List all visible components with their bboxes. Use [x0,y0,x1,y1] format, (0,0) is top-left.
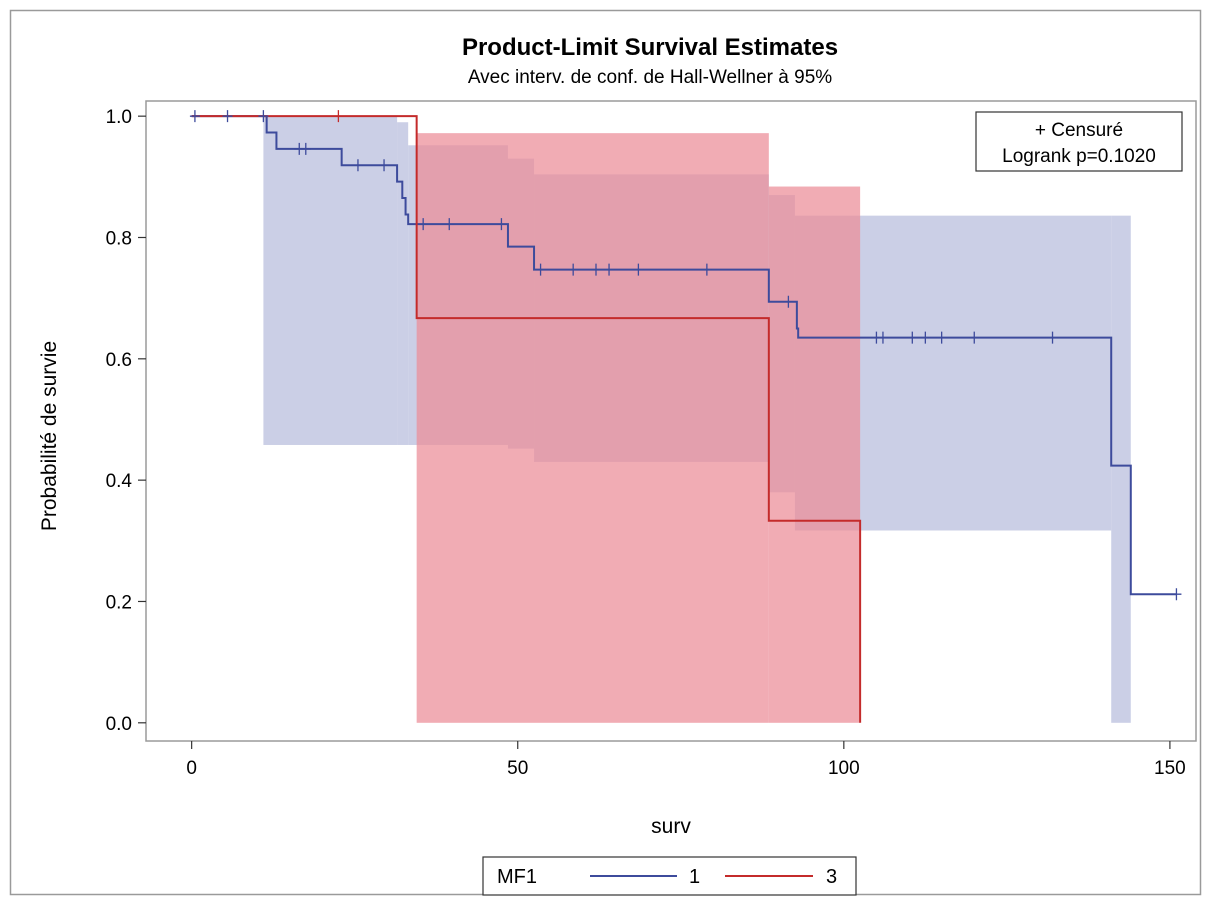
x-tick-label: 100 [828,758,860,779]
plot-area-border [145,100,1197,742]
legend-entry-3: 3 [826,866,837,888]
censor-mark-3-0 [333,110,344,123]
chart-subtitle: Avec interv. de conf. de Hall-Wellner à … [468,67,832,88]
x-tick-label: 50 [507,758,528,779]
inset-logrank: Logrank p=0.1020 [1002,146,1156,167]
survival-curve-3 [191,115,862,723]
censor-mark-1-21 [936,331,947,344]
censor-mark-1-8 [444,218,455,231]
censor-mark-1-1 [222,110,233,123]
confidence-band-1-0 [263,116,398,445]
censor-mark-1-16 [783,295,794,308]
confidence-band-1-2 [408,145,420,445]
censor-mark-1-14 [633,263,644,276]
censor-mark-1-22 [969,331,980,344]
y-tick-label: 0.2 [106,592,132,613]
y-tick-label: 0.8 [106,228,132,249]
censor-marks [189,110,1182,601]
censor-mark-1-10 [535,263,546,276]
censor-mark-1-23 [1047,331,1058,344]
legend: MF1 1 3 [482,856,857,896]
legend-title: MF1 [497,866,537,888]
confidence-band-3-0 [416,133,769,723]
y-axis-label: Probabilité de survie [38,341,61,531]
censor-mark-1-19 [907,331,918,344]
legend-entry-1: 1 [689,866,700,888]
censor-mark-1-11 [568,263,579,276]
censor-mark-1-7 [418,218,429,231]
confidence-bands [263,116,1131,723]
x-tick-label: 150 [1154,758,1186,779]
confidence-band-3-1 [768,186,861,723]
censor-mark-1-5 [352,159,363,172]
y-tick-label: 0.6 [106,350,132,371]
confidence-band-1-1 [397,122,409,445]
censor-mark-1-24 [1171,588,1182,601]
y-tick-label: 0.4 [106,471,133,492]
censor-mark-1-13 [604,263,615,276]
censor-mark-1-18 [877,331,888,344]
x-tick-label: 0 [186,758,197,779]
y-tick-label: 1.0 [106,107,132,128]
y-tick-label: 0.0 [106,714,132,735]
inset-border [975,111,1183,172]
censor-mark-1-6 [379,159,390,172]
censor-mark-1-20 [920,331,931,344]
censor-mark-1-2 [258,110,269,123]
x-axis: 0 50 100 150 [186,741,1186,779]
inset-box: + Censuré Logrank p=0.1020 [975,111,1183,172]
censor-mark-1-9 [496,218,507,231]
censor-mark-1-15 [701,263,712,276]
censor-mark-1-12 [591,263,601,276]
x-axis-label: surv [651,815,691,838]
y-axis: 0.0 0.2 0.4 0.6 0.8 1.0 [106,107,146,735]
censor-mark-1-0 [189,110,200,123]
inset-censor-label: + Censuré [1035,120,1123,141]
chart-title: Product-Limit Survival Estimates [462,34,838,61]
confidence-band-1-8 [1111,215,1131,723]
censor-mark-1-4 [300,142,311,155]
